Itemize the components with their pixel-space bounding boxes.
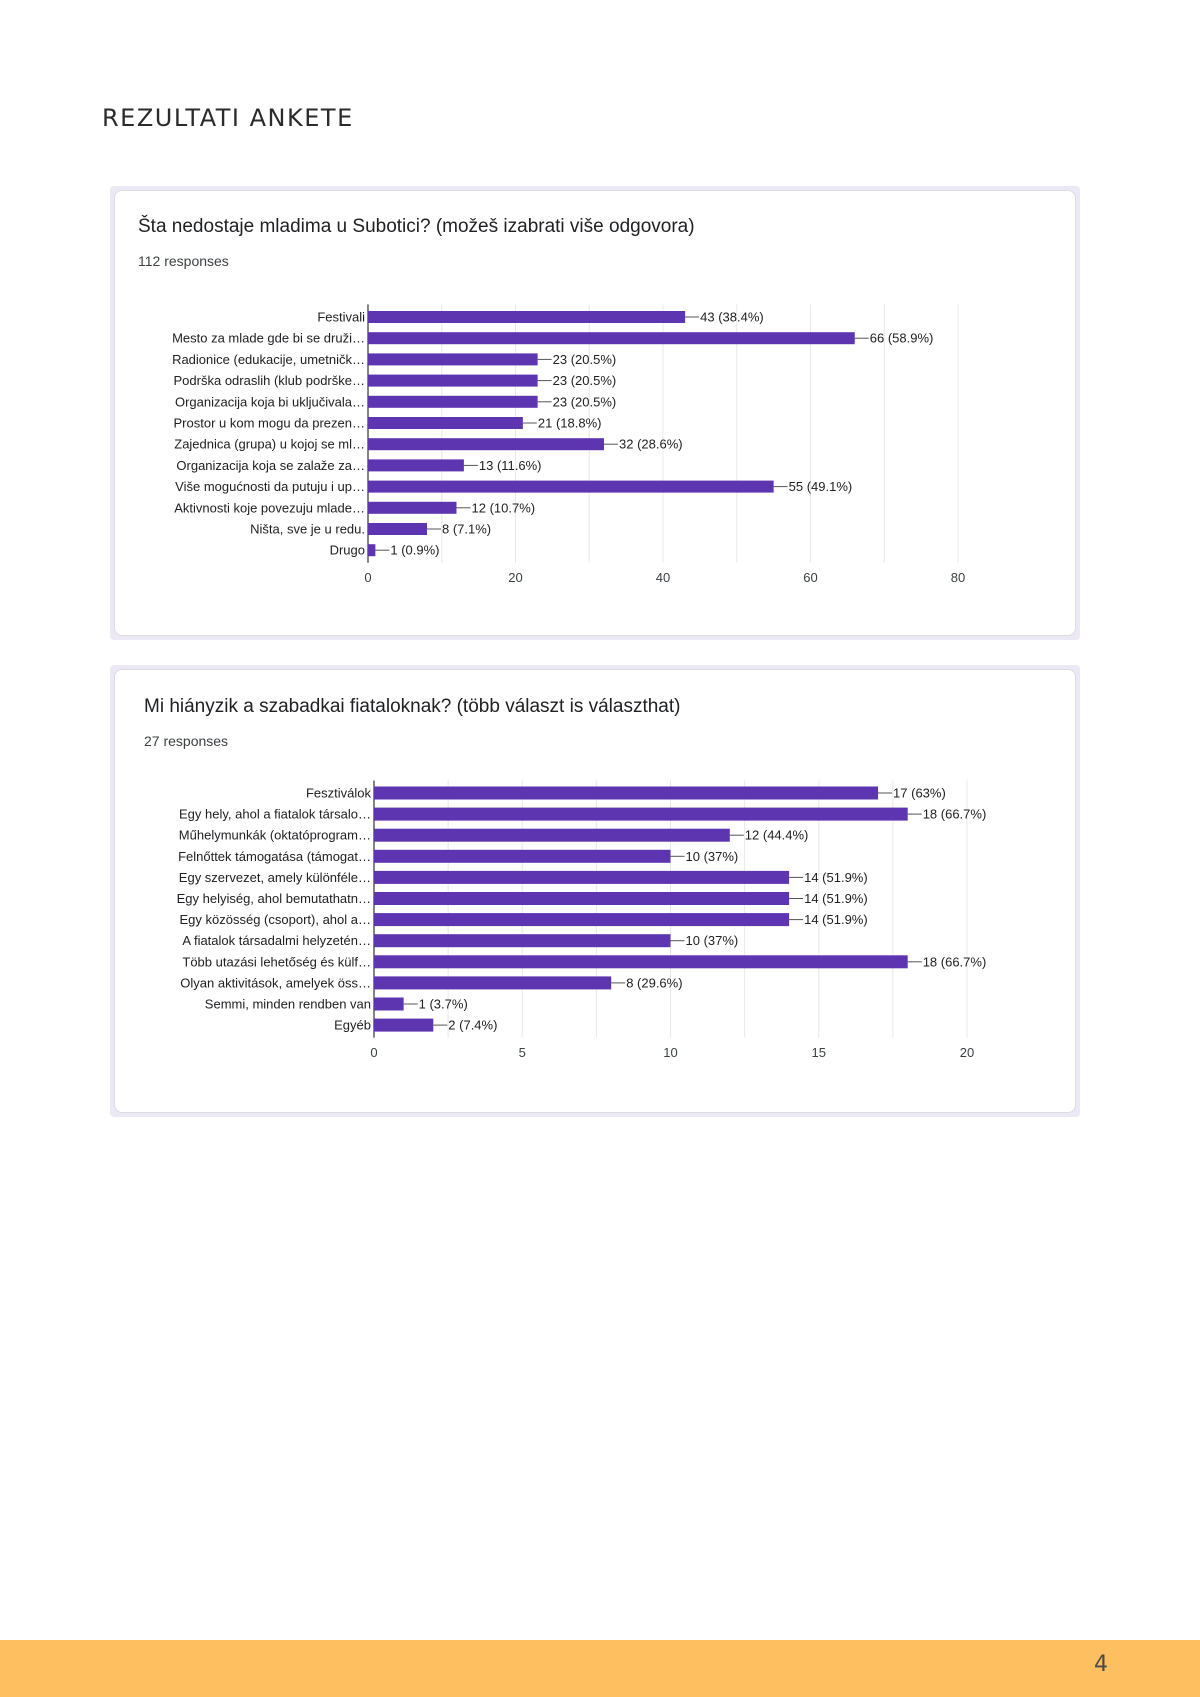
- category-label: Aktivnosti koje povezuju mlade…: [174, 500, 365, 515]
- bar: [368, 544, 376, 557]
- data-label: 1 (0.9%): [390, 543, 439, 558]
- bar: [368, 374, 538, 387]
- data-label: 14 (51.9%): [804, 870, 868, 885]
- bar: [374, 870, 790, 884]
- bar-chart-serbian: Šta nedostaje mladima u Subotici? (možeš…: [138, 215, 965, 585]
- question-title: Šta nedostaje mladima u Subotici? (možeš…: [138, 215, 695, 237]
- category-label: Egy hely, ahol a fiatalok társalo…: [179, 807, 371, 822]
- chart-card-serbian: Šta nedostaje mladima u Subotici? (možeš…: [110, 186, 1080, 640]
- category-label: Felnőttek támogatása (támogat…: [178, 849, 371, 864]
- data-label: 8 (7.1%): [442, 522, 491, 537]
- responses-count: 112 responses: [138, 253, 229, 269]
- x-tick-label: 10: [663, 1045, 677, 1060]
- bar: [374, 976, 612, 990]
- chart-card-inner: [114, 669, 1076, 1113]
- data-label: 17 (63%): [893, 786, 946, 801]
- x-tick-label: 5: [519, 1045, 526, 1060]
- bar: [374, 1018, 434, 1032]
- chart-card-inner: [114, 190, 1076, 636]
- category-label: Fesztiválok: [306, 786, 372, 801]
- page-heading: REZULTATI ANKETE: [102, 104, 354, 132]
- bar: [368, 459, 464, 472]
- category-label: Több utazási lehetőség és külf…: [182, 954, 371, 969]
- x-tick-label: 80: [951, 570, 965, 585]
- x-tick-label: 0: [364, 570, 371, 585]
- bar: [368, 480, 774, 493]
- category-label: Drugo: [330, 543, 365, 558]
- footer-band: 4: [0, 1640, 1200, 1697]
- bar: [374, 955, 908, 969]
- category-label: Egy közösség (csoport), ahol a…: [180, 912, 371, 927]
- data-label: 14 (51.9%): [804, 891, 868, 906]
- category-label: Zajednica (grupa) u kojoj se ml…: [174, 437, 365, 452]
- data-label: 32 (28.6%): [619, 437, 683, 452]
- responses-count: 27 responses: [144, 733, 228, 749]
- bar: [368, 417, 523, 429]
- data-label: 18 (66.7%): [923, 807, 987, 822]
- bar: [368, 523, 427, 535]
- category-label: Prostor u kom mogu da prezen…: [174, 416, 365, 431]
- category-label: Podrška odraslih (klub podrške…: [174, 373, 365, 388]
- x-tick-label: 60: [803, 570, 817, 585]
- category-label: Semmi, minden rendben van: [205, 997, 371, 1012]
- bar: [374, 828, 730, 842]
- data-label: 43 (38.4%): [700, 310, 764, 325]
- data-label: 55 (49.1%): [789, 479, 853, 494]
- bar: [374, 849, 671, 863]
- x-tick-label: 20: [960, 1045, 974, 1060]
- category-label: Egy szervezet, amely különféle…: [179, 870, 371, 885]
- bar: [374, 786, 879, 800]
- data-label: 18 (66.7%): [923, 954, 987, 969]
- data-label: 13 (11.6%): [479, 458, 542, 473]
- data-label: 10 (37%): [686, 849, 739, 864]
- bar: [374, 913, 790, 927]
- x-tick-label: 0: [370, 1045, 377, 1060]
- bar: [368, 353, 538, 366]
- data-label: 12 (10.7%): [472, 500, 536, 515]
- category-label: Egy helyiség, ahol bemutathatn…: [177, 891, 371, 906]
- data-label: 21 (18.8%): [538, 416, 602, 431]
- x-tick-label: 15: [812, 1045, 826, 1060]
- category-label: Festivali: [317, 310, 365, 325]
- bar: [368, 311, 686, 323]
- bar: [374, 892, 790, 905]
- data-label: 66 (58.9%): [870, 331, 934, 346]
- category-label: Műhelymunkák (oktatóprogram…: [179, 828, 371, 843]
- bar: [374, 997, 404, 1011]
- category-label: Organizacija koja bi uključivala…: [175, 394, 365, 409]
- category-label: Olyan aktivitások, amelyek öss…: [180, 975, 371, 990]
- category-label: Više mogućnosti da putuju i up…: [175, 479, 365, 494]
- page-number: 4: [1094, 1652, 1108, 1677]
- data-label: 1 (3.7%): [419, 997, 468, 1012]
- category-label: Ništa, sve je u redu.: [250, 522, 365, 537]
- data-label: 23 (20.5%): [553, 373, 617, 388]
- chart-card-hungarian: Mi hiányzik a szabadkai fiataloknak? (tö…: [110, 665, 1080, 1117]
- category-label: Mesto za mlade gde bi se druži…: [172, 331, 365, 346]
- bar: [368, 332, 855, 345]
- bar: [368, 501, 457, 514]
- data-label: 2 (7.4%): [448, 1018, 497, 1033]
- question-title: Mi hiányzik a szabadkai fiataloknak? (tö…: [144, 696, 680, 717]
- data-label: 14 (51.9%): [804, 912, 868, 927]
- category-label: Organizacija koja se zalaže za…: [176, 458, 365, 473]
- bar-chart-hungarian: Mi hiányzik a szabadkai fiataloknak? (tö…: [144, 696, 987, 1060]
- data-label: 8 (29.6%): [626, 975, 682, 990]
- bar: [368, 395, 538, 408]
- category-label: Radionice (edukacije, umetničk…: [172, 352, 365, 367]
- data-label: 12 (44.4%): [745, 828, 809, 843]
- category-label: A fiatalok társadalmi helyzetén…: [182, 933, 371, 948]
- bar: [374, 934, 671, 948]
- data-label: 23 (20.5%): [553, 394, 617, 409]
- x-tick-label: 40: [656, 570, 670, 585]
- bar: [374, 807, 908, 821]
- data-label: 10 (37%): [686, 933, 739, 948]
- data-label: 23 (20.5%): [553, 352, 617, 367]
- x-tick-label: 20: [508, 570, 522, 585]
- category-label: Egyéb: [334, 1018, 371, 1033]
- bar: [368, 438, 604, 451]
